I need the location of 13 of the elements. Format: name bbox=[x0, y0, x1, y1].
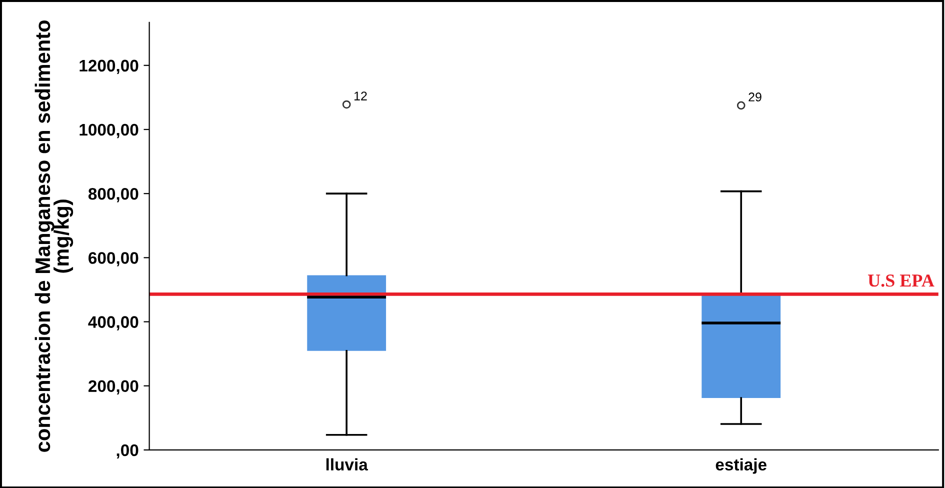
y-tick-label: 1000,00 bbox=[80, 124, 138, 138]
y-tick-label: 600,00 bbox=[88, 252, 138, 266]
y-tick-label: 400,00 bbox=[88, 316, 138, 330]
annotation: 29 bbox=[748, 92, 762, 102]
y-tick-label: 1200,00 bbox=[80, 60, 138, 74]
annotation: 12 bbox=[354, 92, 367, 100]
x-tick-label: lluvia bbox=[326, 458, 368, 471]
y-tick-label: ,00 bbox=[116, 444, 138, 459]
x-tick-label: estiaje bbox=[716, 458, 766, 474]
y-tick-label: 200,00 bbox=[88, 380, 138, 394]
ref-line-label: U.S EPA bbox=[868, 274, 934, 287]
y-tick-label: 800,00 bbox=[88, 188, 138, 202]
y-axis-title: concentracion de Manganeso en sedimento (mg/kg) bbox=[34, 20, 74, 452]
